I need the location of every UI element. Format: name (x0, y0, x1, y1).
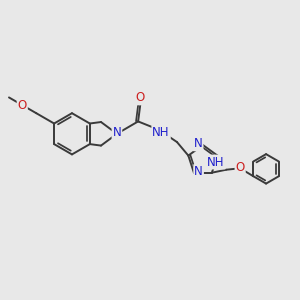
Text: N: N (112, 125, 121, 139)
Text: O: O (136, 92, 145, 104)
Text: N: N (194, 165, 203, 178)
Text: NH: NH (207, 156, 225, 169)
Text: NH: NH (152, 126, 170, 139)
Text: O: O (18, 99, 27, 112)
Text: O: O (236, 161, 245, 174)
Text: N: N (194, 137, 203, 150)
